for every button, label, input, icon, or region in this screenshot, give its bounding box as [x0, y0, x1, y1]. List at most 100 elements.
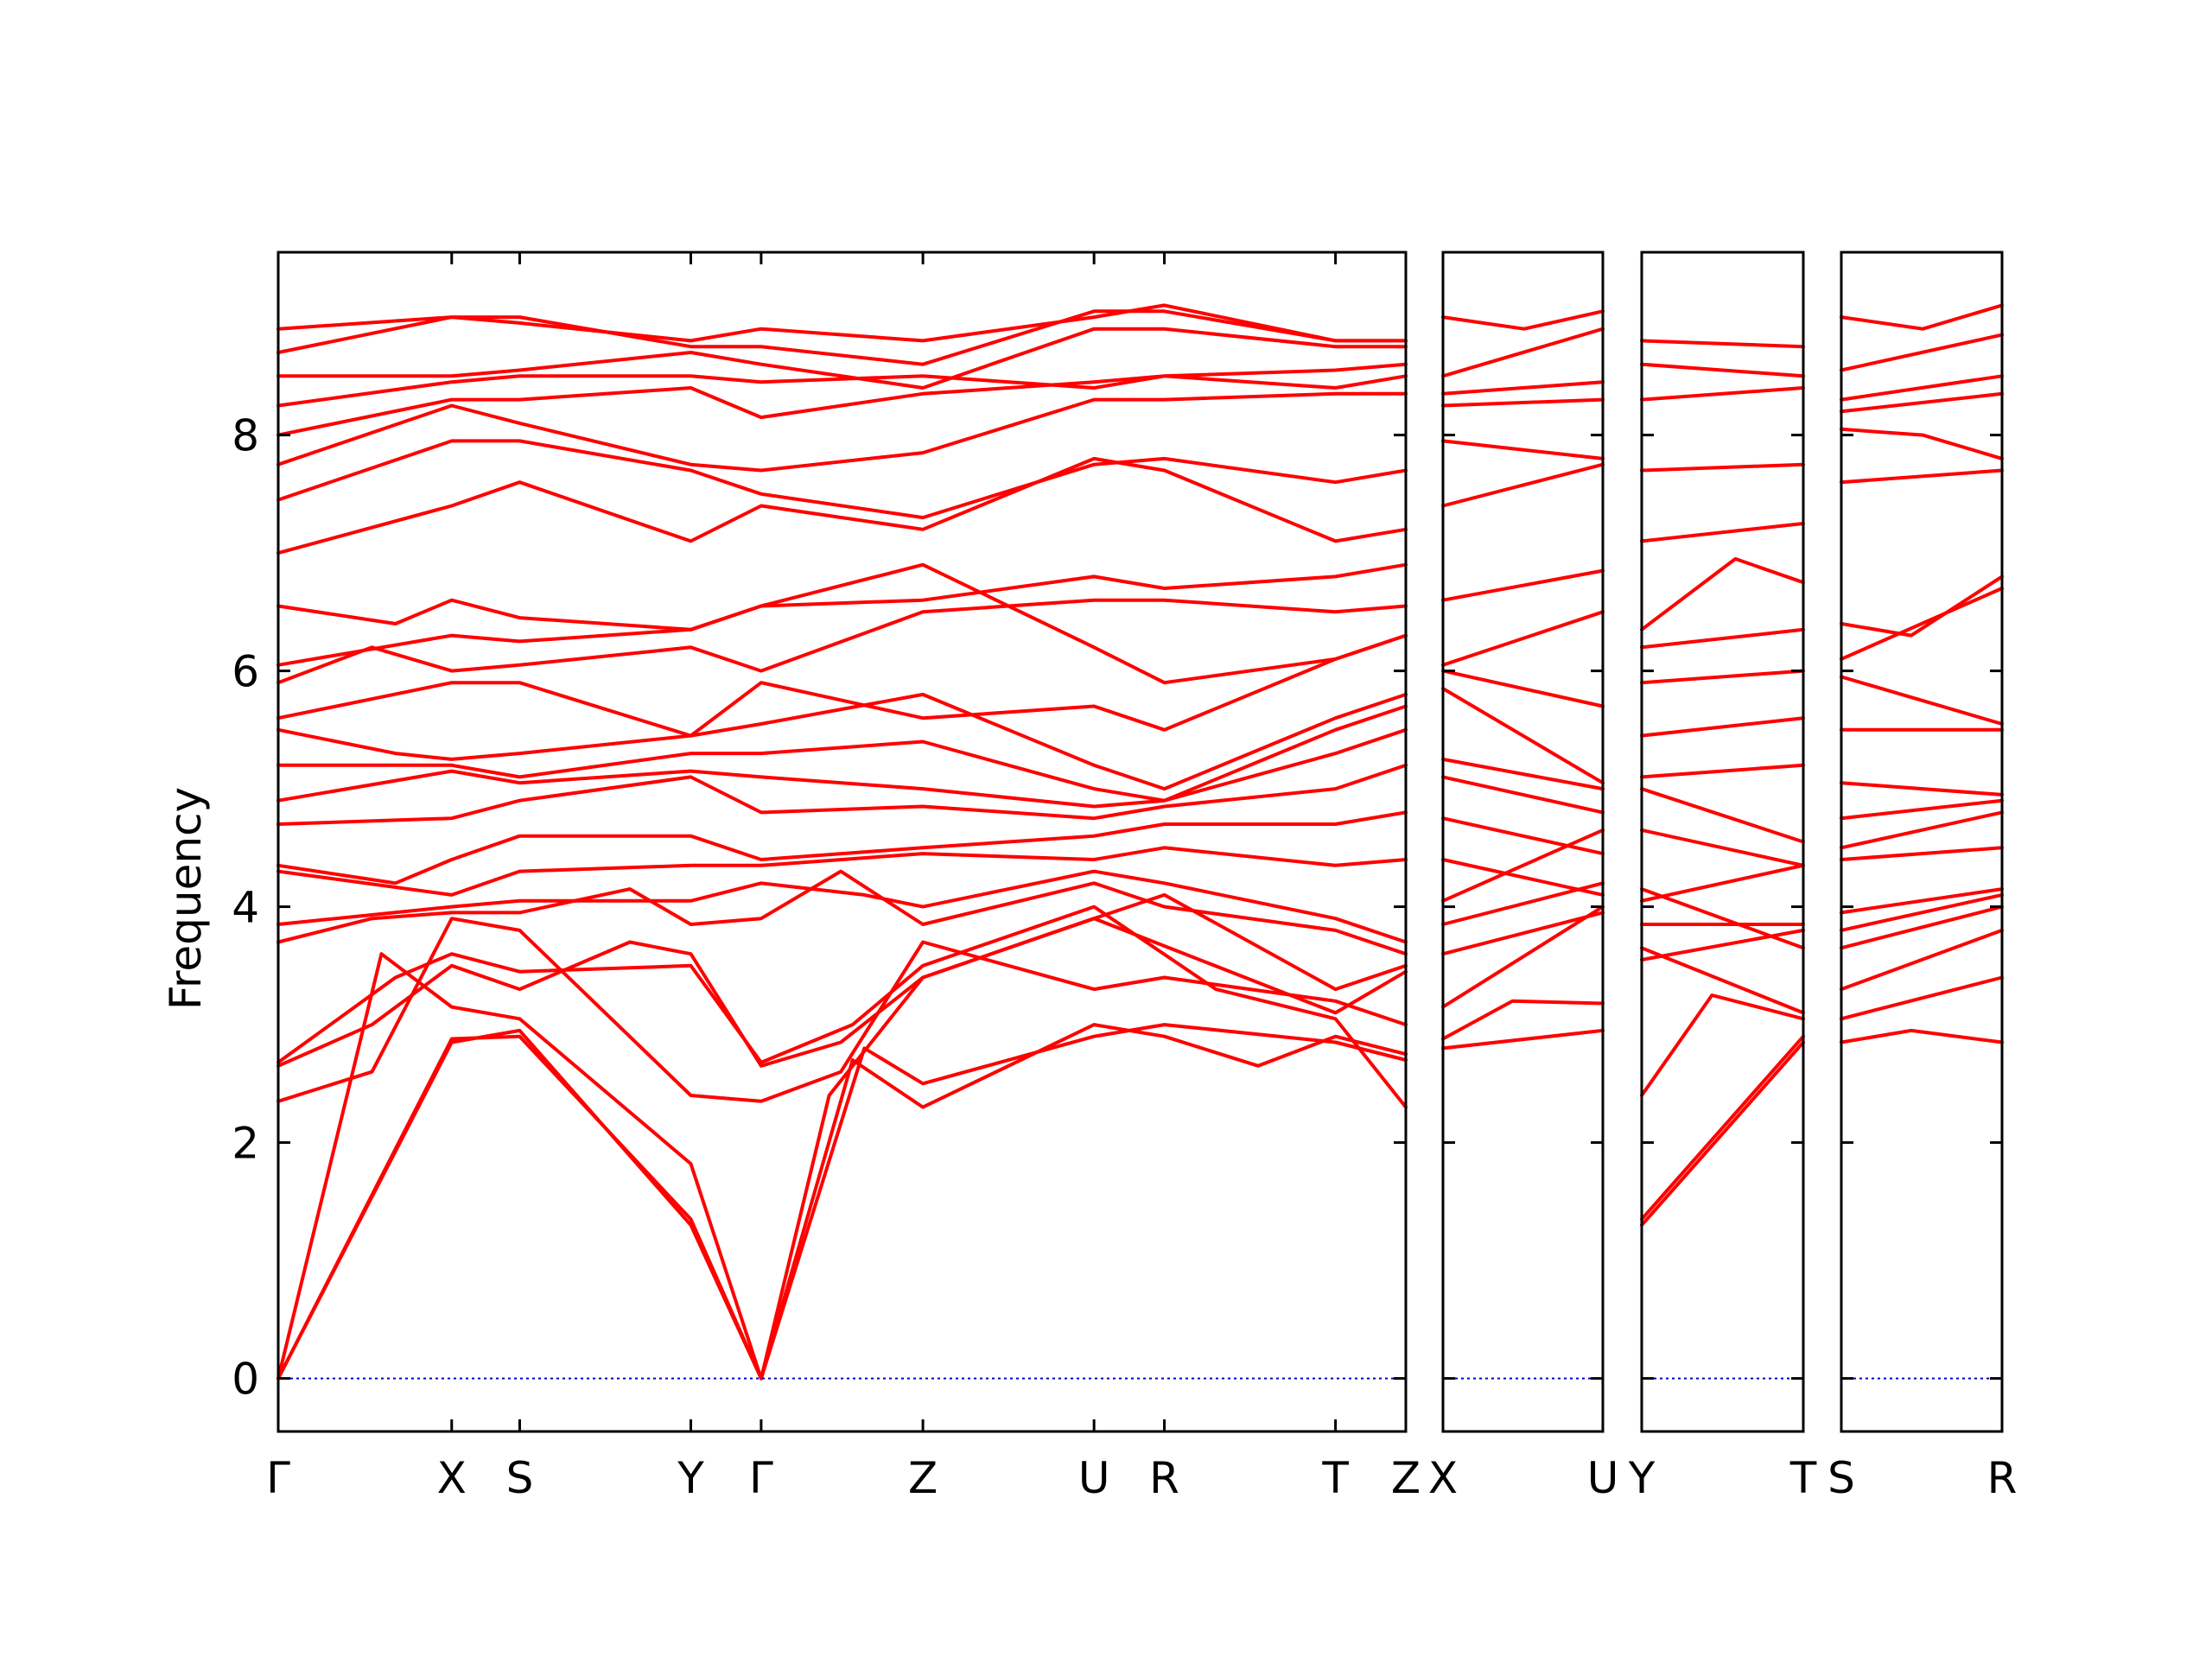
k-point-label: U	[1078, 1453, 1110, 1503]
band-line-62	[1640, 627, 1805, 650]
band-line-26	[276, 327, 1408, 390]
k-point-label: S	[506, 1453, 534, 1503]
band-line-44	[1441, 439, 1605, 460]
y-tick-label: 0	[232, 1355, 259, 1405]
band-line-39	[1441, 687, 1605, 785]
band-line-42	[1441, 568, 1605, 602]
band-line-18	[276, 598, 1408, 685]
band-lines	[276, 303, 2004, 1381]
k-point-label: U	[1587, 1453, 1619, 1503]
band-line-13	[276, 763, 1408, 826]
band-line-50	[1640, 1034, 1805, 1222]
band-line-30	[1441, 999, 1605, 1041]
band-line-58	[1640, 787, 1805, 844]
band-line-36	[1441, 816, 1605, 856]
y-axis-label: Frequency	[161, 787, 211, 1010]
band-line-49	[1640, 1040, 1805, 1228]
band-line-14	[276, 727, 1408, 809]
band-line-55	[1640, 863, 1805, 903]
band-line-16	[276, 692, 1408, 791]
band-line-72	[1840, 904, 2004, 950]
band-line-9	[276, 869, 1408, 956]
y-tick-label: 6	[232, 647, 259, 697]
band-line-32	[1441, 911, 1605, 956]
band-line-4	[759, 1023, 1408, 1381]
band-line-7	[276, 904, 1408, 1109]
band-line-69	[1840, 1028, 2004, 1044]
band-line-38	[1441, 757, 1605, 791]
band-line-12	[276, 810, 1408, 885]
k-point-label: Z	[1391, 1453, 1421, 1503]
band-line-71	[1840, 928, 2004, 992]
band-line-87	[1840, 333, 2004, 372]
band-line-65	[1640, 462, 1805, 473]
y-tick-label: 8	[232, 411, 259, 461]
band-line-11	[276, 846, 1408, 897]
band-line-2	[276, 952, 763, 1381]
band-line-73	[1840, 892, 2004, 932]
band-line-27	[276, 309, 1408, 366]
band-line-53	[1640, 946, 1805, 1015]
band-line-1	[276, 1034, 763, 1381]
band-line-24	[276, 374, 1408, 437]
k-point-label: Γ	[266, 1453, 290, 1503]
k-point-label: X	[1428, 1453, 1458, 1503]
band-line-61	[1640, 669, 1805, 685]
axis-ticks	[278, 252, 2002, 1431]
y-tick-label: 4	[232, 883, 259, 933]
band-line-20	[276, 562, 1408, 685]
band-line-43	[1441, 462, 1605, 508]
k-point-label: T	[1789, 1453, 1817, 1503]
band-line-21	[276, 456, 1408, 555]
panel-frame-1	[1441, 251, 1605, 1433]
band-line-85	[1840, 391, 2004, 414]
band-line-29	[1441, 1028, 1605, 1050]
band-line-78	[1840, 781, 2004, 797]
band-line-57	[1640, 828, 1805, 867]
panel-frame-0	[276, 251, 1408, 1433]
band-line-75	[1840, 846, 2004, 861]
band-line-56	[1640, 887, 1805, 950]
band-line-34	[1441, 828, 1605, 903]
band-line-47	[1441, 327, 1605, 378]
band-line-28	[276, 303, 1408, 343]
panel-frame-3	[1840, 251, 2004, 1433]
band-line-76	[1840, 810, 2004, 850]
band-line-68	[1640, 339, 1805, 349]
band-line-52	[1640, 928, 1805, 962]
k-point-label: S	[1827, 1453, 1855, 1503]
band-line-19	[276, 562, 1408, 667]
band-line-45	[1441, 397, 1605, 408]
band-line-46	[1441, 380, 1605, 396]
band-line-35	[1441, 858, 1605, 897]
y-tick-labels: 0 2 4 6 8	[232, 411, 259, 1405]
band-line-70	[1840, 975, 2004, 1021]
k-point-label: R	[1149, 1453, 1179, 1503]
band-line-5	[759, 1023, 1408, 1381]
k-point-label: Y	[677, 1453, 704, 1503]
band-line-25	[276, 362, 1408, 408]
band-line-83	[1840, 468, 2004, 485]
k-point-label: X	[437, 1453, 467, 1503]
band-line-40	[1441, 669, 1605, 708]
band-line-81	[1840, 587, 2004, 661]
band-line-80	[1840, 675, 2004, 726]
band-line-88	[1840, 303, 2004, 331]
band-line-23	[276, 391, 1408, 473]
band-line-60	[1640, 716, 1805, 738]
band-line-86	[1840, 374, 2004, 402]
band-line-31	[1441, 904, 1605, 1009]
y-tick-label: 2	[232, 1119, 259, 1169]
k-point-label: Γ	[749, 1453, 773, 1503]
band-line-82	[1840, 574, 2004, 638]
band-line-37	[1441, 775, 1605, 815]
band-line-15	[276, 704, 1408, 803]
band-line-17	[276, 633, 1408, 738]
band-line-3	[759, 892, 1408, 1381]
band-line-22	[276, 439, 1408, 520]
band-line-51	[1640, 993, 1805, 1097]
band-line-48	[1441, 309, 1605, 331]
